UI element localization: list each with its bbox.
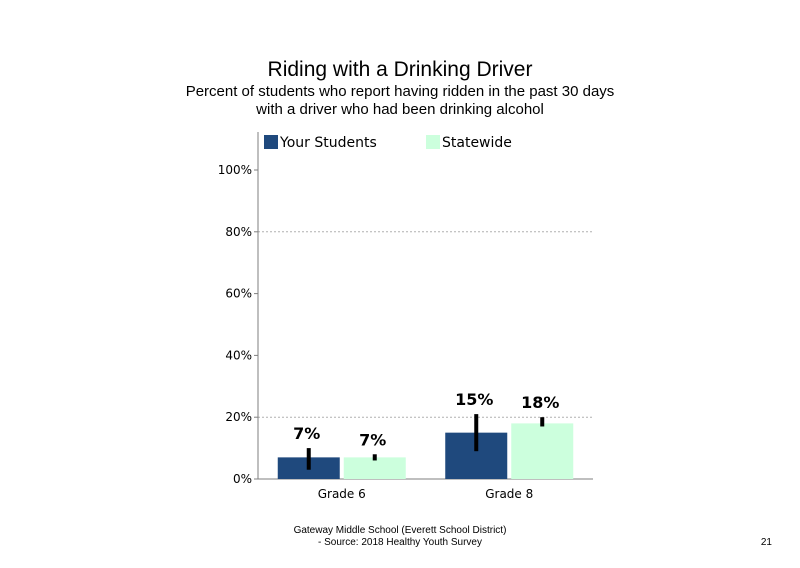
footer-source: Gateway Middle School (Everett School Di… [250,525,550,549]
error-bar [540,417,545,427]
bars [277,423,574,479]
y-tick-label: 40% [225,348,252,362]
y-ticks: 0% 20% 40% 60% 80% 100% [218,163,258,486]
category-label: Grade 6 [318,487,366,501]
data-labels: 7% 7% 15% 18% [293,390,559,449]
subtitle-line-1: Percent of students who report having ri… [185,83,615,100]
subtitle-line-2: with a driver who had been drinking alco… [256,101,544,118]
legend-swatch [426,135,440,149]
bar [511,423,574,479]
category-labels: Grade 6 Grade 8 [318,487,534,501]
page-number: 21 [760,537,772,548]
legend-label: Statewide [442,135,512,151]
legend-swatch [264,135,278,149]
y-tick-label: 60% [225,287,252,301]
error-bar [372,454,377,461]
gridlines [258,231,593,418]
category-label: Grade 8 [485,487,533,501]
data-label: 7% [293,424,320,443]
y-tick-label: 80% [225,225,252,239]
error-bar [474,414,479,452]
bar [343,457,406,479]
data-label: 7% [359,430,386,449]
chart-subtitle: Percent of students who report having ri… [0,83,800,119]
footer-line-2: - Source: 2018 Healthy Youth Survey [318,537,482,548]
error-bars [306,414,545,470]
footer-line-1: Gateway Middle School (Everett School Di… [293,525,507,536]
y-tick-label: 20% [225,410,252,424]
y-tick-label: 100% [218,163,252,177]
data-label: 18% [521,393,559,412]
chart-title: Riding with a Drinking Driver [267,58,533,81]
legend: Your Students Statewide [264,135,512,151]
error-bar [306,448,311,470]
data-label: 15% [455,390,493,409]
y-tick-label: 0% [233,472,252,486]
legend-label: Your Students [279,135,377,151]
